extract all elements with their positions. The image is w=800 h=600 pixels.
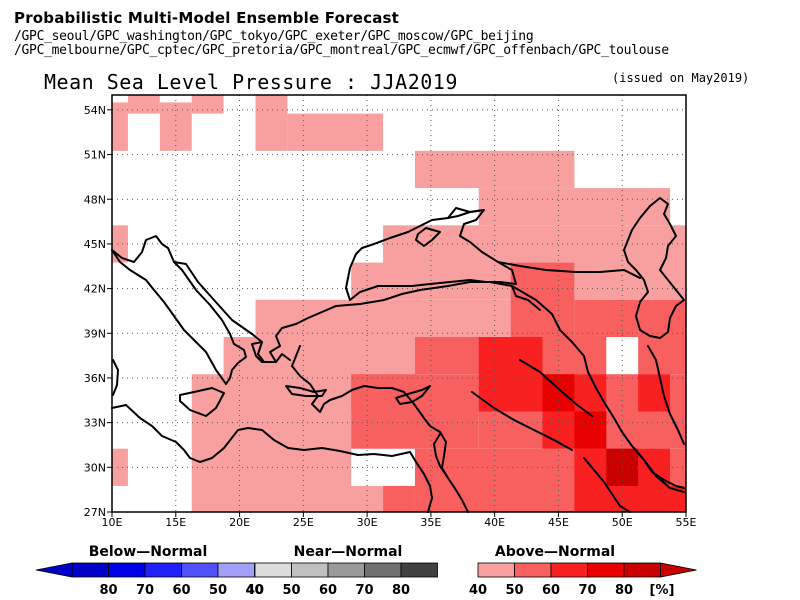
- probability-cell-above-40: [127, 95, 160, 114]
- tick-label-lat: 45N: [84, 238, 106, 251]
- legend-swatch-near: [327, 562, 365, 578]
- tick-label-lon: 20E: [229, 516, 250, 529]
- tick-label-lat: 54N: [84, 104, 106, 117]
- legend-swatch-near: [254, 562, 292, 578]
- map-gridlines: [112, 95, 686, 512]
- probability-cell-above-40: [255, 95, 288, 151]
- legend-label-above: 80: [615, 583, 633, 598]
- legend-swatch-near: [400, 562, 438, 578]
- probability-cell-above-40: [414, 150, 575, 189]
- probability-cell-above-50: [351, 374, 479, 449]
- probability-cell-above-40: [191, 95, 224, 114]
- map-title: Mean Sea Level Pressure : JJA2019: [44, 70, 458, 94]
- tick-label-lat: 36N: [84, 372, 106, 385]
- tick-label-lat: 33N: [84, 417, 106, 430]
- probability-cell-above-40: [574, 262, 686, 300]
- legend-title-near: Near—Normal: [294, 544, 403, 560]
- legend-swatch-above: [514, 562, 552, 578]
- tick-label-lon: 30E: [357, 516, 378, 529]
- tick-label-lon: 35E: [420, 516, 441, 529]
- tick-label-lon: 40E: [484, 516, 505, 529]
- tick-label-lat: 42N: [84, 283, 106, 296]
- legend-label-near: 60: [319, 583, 337, 598]
- probability-cell-above-60: [638, 374, 671, 412]
- probability-cell-above-40: [191, 374, 352, 486]
- tick-label-lon: 45E: [548, 516, 569, 529]
- coastlines: [111, 197, 685, 513]
- legend-swatch-below: [144, 562, 182, 578]
- gpc-sources-line-2: /GPC_melbourne/GPC_cptec/GPC_pretoria/GP…: [14, 43, 669, 58]
- tick-label-lon: 15E: [165, 516, 186, 529]
- legend-swatch-below: [181, 562, 219, 578]
- legend-swatch-below: [217, 562, 255, 578]
- probability-cell-above-50: [383, 485, 415, 512]
- legend-title-below: Below—Normal: [89, 544, 208, 560]
- legend-label-near: 50: [282, 583, 300, 598]
- map-frame: [111, 94, 687, 513]
- probability-cell-above-40: [191, 485, 384, 512]
- probability-cells: [112, 95, 686, 512]
- legend-swatch-above: [550, 562, 588, 578]
- legend-swatch-above: [477, 562, 515, 578]
- probability-cell-above-40: [159, 102, 192, 151]
- legend-label-above: 40: [469, 583, 487, 598]
- tick-label-lat: 51N: [84, 149, 106, 162]
- legend-arrow-above: [660, 562, 697, 578]
- legend-label-near: 80: [392, 583, 410, 598]
- legend-label-below: 40: [245, 583, 263, 598]
- probability-cell-above-40: [112, 448, 128, 486]
- gpc-sources-line-1: /GPC_seoul/GPC_washington/GPC_tokyo/GPC_…: [14, 29, 534, 44]
- legend-label-above: 70: [578, 583, 596, 598]
- issued-date: (issued on May2019): [612, 71, 750, 85]
- probability-cell-above-40: [478, 188, 671, 226]
- tick-label-lat: 48N: [84, 193, 106, 206]
- probability-cell-above-40: [383, 225, 686, 263]
- legend-swatch-below: [71, 562, 109, 578]
- probability-cell-above-60: [478, 337, 543, 412]
- legend-swatch-below: [108, 562, 146, 578]
- tick-label-lat: 30N: [84, 461, 106, 474]
- legend-label-near: 70: [355, 583, 373, 598]
- legend: Below—Normal 80 70 60 50 40 Near—Normal 40 50 60 7…: [35, 544, 697, 598]
- tick-label-lon: 50E: [612, 516, 633, 529]
- tick-label-lon: 55E: [676, 516, 697, 529]
- legend-label-below: 60: [172, 583, 190, 598]
- legend-swatch-near: [364, 562, 402, 578]
- probability-cell-above-50: [510, 262, 575, 338]
- legend-unit: [%]: [650, 583, 675, 598]
- tick-label-lat: 27N: [84, 506, 106, 519]
- legend-swatch-near: [291, 562, 329, 578]
- legend-label-below: 70: [136, 583, 154, 598]
- legend-label-above: 50: [505, 583, 523, 598]
- legend-swatch-above: [623, 562, 661, 578]
- legend-label-below: 80: [99, 583, 117, 598]
- header-title: Probabilistic Multi-Model Ensemble Forec…: [14, 9, 400, 27]
- legend-arrow-below: [35, 562, 73, 578]
- probability-cell-above-40: [287, 113, 384, 151]
- probability-cell-above-40: [255, 299, 511, 338]
- legend-label-near: 40: [246, 583, 264, 598]
- legend-label-below: 50: [209, 583, 227, 598]
- probability-cell-above-40: [112, 102, 128, 151]
- tick-label-lat: 39N: [84, 327, 106, 340]
- tick-label-lon: 25E: [293, 516, 314, 529]
- probability-cell-above-50: [574, 299, 639, 338]
- tick-label-lon: 10E: [102, 516, 123, 529]
- legend-swatch-above: [587, 562, 625, 578]
- legend-label-above: 60: [542, 583, 560, 598]
- map-axes: 10E 15E 20E 25E 30E 35E 40E 45E 50E 55E 27N 30N 33N 3…: [84, 94, 697, 529]
- probability-cell-above-70: [574, 411, 607, 449]
- legend-title-above: Above—Normal: [495, 544, 615, 560]
